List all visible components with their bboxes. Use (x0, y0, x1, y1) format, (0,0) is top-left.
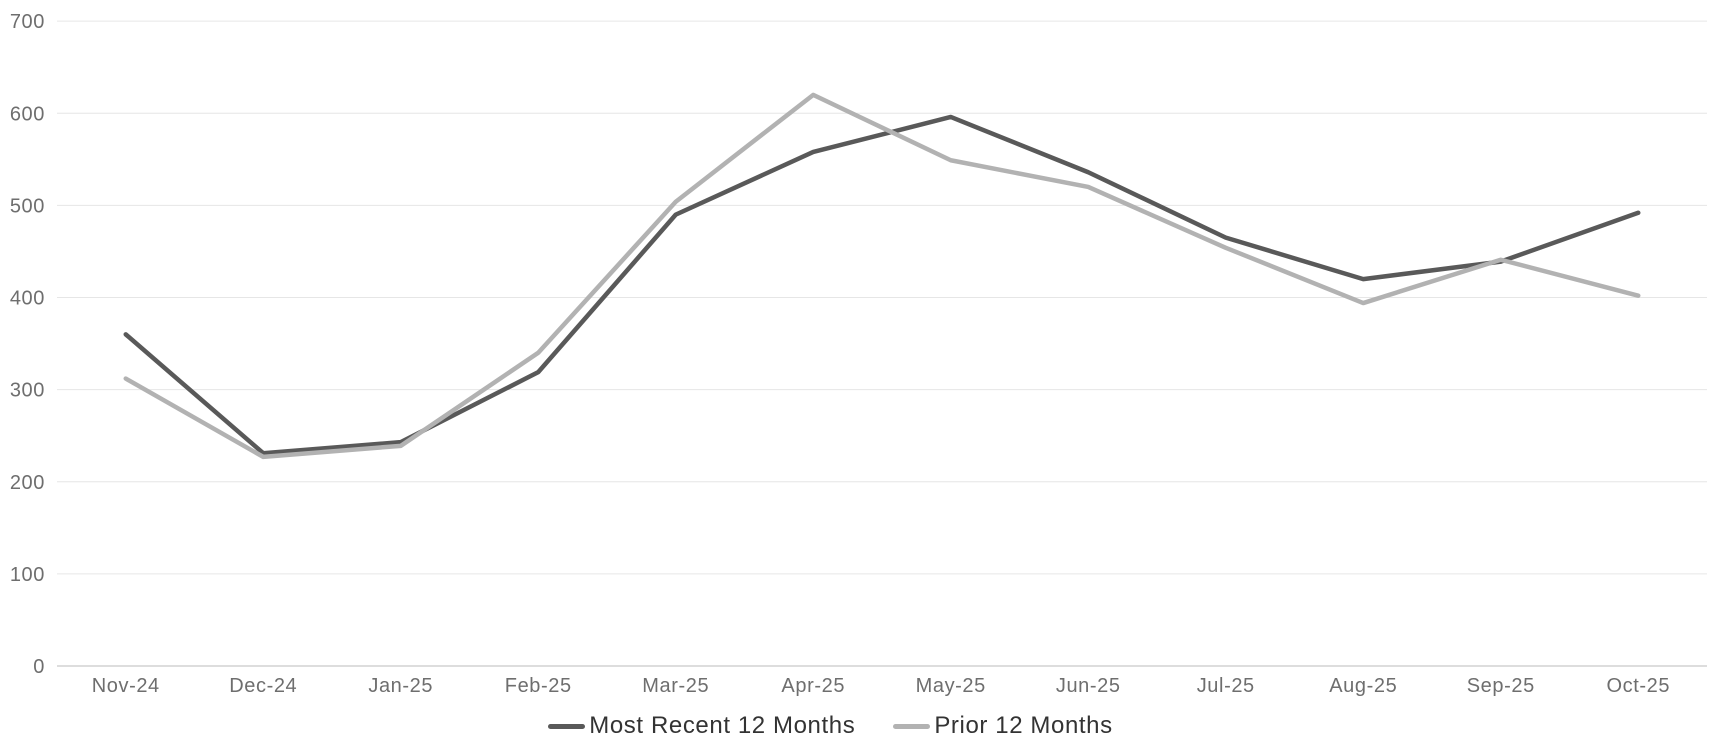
y-tick-label-500: 500 (10, 195, 45, 217)
y-tick-label-400: 400 (10, 288, 45, 310)
x-tick-label-nov-24: Nov-24 (92, 675, 160, 697)
x-tick-label-dec-24: Dec-24 (229, 675, 297, 697)
chart-legend: Most Recent 12 Months Prior 12 Months (0, 710, 1693, 742)
x-tick-label-feb-25: Feb-25 (505, 675, 572, 697)
legend-label: Most Recent 12 Months (589, 712, 856, 739)
x-tick-label-jul-25: Jul-25 (1197, 675, 1255, 697)
legend-label: Prior 12 Months (934, 712, 1113, 739)
x-tick-label-jan-25: Jan-25 (368, 675, 433, 697)
x-tick-label-mar-25: Mar-25 (642, 675, 709, 697)
y-tick-label-100: 100 (10, 564, 45, 586)
x-tick-label-jun-25: Jun-25 (1056, 675, 1121, 697)
y-tick-label-200: 200 (10, 472, 45, 494)
legend-line-swatch-dark (548, 723, 586, 729)
y-tick-label-700: 700 (10, 11, 45, 33)
plot-area: 0 100 200 300 400 500 600 700 Nov-24 Dec-24 Jan-25… (10, 11, 1707, 697)
series-line-prior-12-months (123, 92, 1641, 460)
legend-item-prior-12-months: Prior 12 Months (893, 712, 1112, 740)
x-tick-label-aug-25: Aug-25 (1329, 675, 1397, 697)
legend-line-swatch-light (893, 723, 931, 729)
x-tick-label-apr-25: Apr-25 (781, 675, 845, 697)
x-tick-label-oct-25: Oct-25 (1606, 675, 1670, 697)
x-tick-label-sep-25: Sep-25 (1467, 675, 1535, 697)
legend-item-most-recent-12-months: Most Recent 12 Months (548, 712, 855, 740)
y-tick-label-600: 600 (10, 103, 45, 125)
y-tick-label-0: 0 (33, 656, 45, 678)
x-tick-label-may-25: May-25 (916, 675, 986, 697)
series-line-most-recent-12-months (123, 114, 1641, 456)
y-tick-label-300: 300 (10, 380, 45, 402)
